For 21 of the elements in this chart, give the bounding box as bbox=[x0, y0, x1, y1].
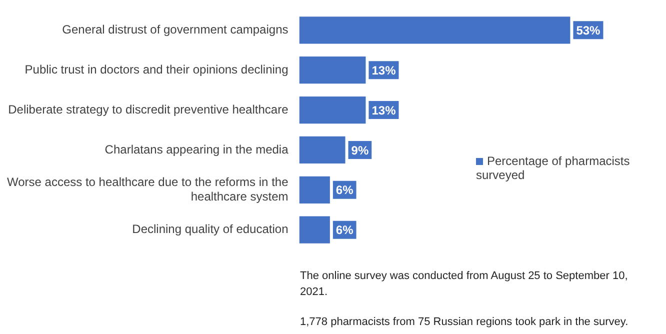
y-tick-label: Charlatans appearing in the media bbox=[104, 142, 289, 156]
y-tick-label: Declining quality of education bbox=[132, 222, 288, 236]
y-tick-label: General distrust of government campaigns bbox=[62, 22, 288, 36]
data-label: 53% bbox=[576, 23, 601, 38]
y-tick-label: Deliberate strategy to discredit preventive healthcare bbox=[8, 102, 289, 116]
data-label: 6% bbox=[336, 183, 354, 198]
data-label: 9% bbox=[351, 143, 369, 158]
y-tick-label: Public trust in doctors and their opinions declining bbox=[24, 62, 288, 76]
bar bbox=[299, 56, 366, 84]
bar bbox=[299, 216, 330, 244]
text: The online survey was conducted from August 25 to September 10, 2021. bbox=[300, 269, 629, 300]
bar bbox=[299, 136, 346, 164]
y-tick-label: Worse access to healthcare due to the reforms in the healthcare system bbox=[6, 175, 289, 204]
bar bbox=[299, 16, 570, 44]
bar bbox=[299, 96, 366, 124]
data-label: 13% bbox=[372, 103, 396, 118]
text: 1,778 pharmacists from 75 Russian regions took park in the survey. bbox=[300, 315, 630, 330]
bar bbox=[299, 176, 330, 204]
legend-label: Percentage of pharmacists surveyed bbox=[476, 154, 631, 182]
data-label: 6% bbox=[336, 223, 354, 238]
data-label: 13% bbox=[372, 63, 396, 78]
